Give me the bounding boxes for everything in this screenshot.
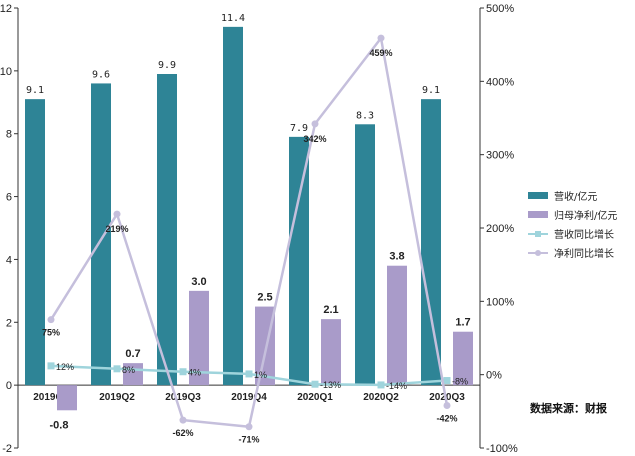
legend-label: 营收同比增长 <box>554 228 614 241</box>
revenue-bar <box>91 83 111 386</box>
net-profit-bar-label: 3.8 <box>389 251 404 263</box>
profit-growth-label: 219% <box>105 224 128 234</box>
right-axis-tick-label: -100% <box>486 443 518 455</box>
legend-swatch <box>528 211 548 218</box>
revenue-bar <box>421 99 441 386</box>
profit-growth-marker <box>179 416 187 424</box>
revenue-growth-marker <box>245 370 253 378</box>
x-axis-category-label: 2020Q2 <box>363 392 399 403</box>
x-axis-category-label: 2019Q2 <box>99 392 135 403</box>
revenue-bar <box>355 124 375 386</box>
revenue-bar-label: 8.3 <box>356 110 374 121</box>
revenue-bar <box>157 74 177 386</box>
profit-growth-label: 75% <box>42 328 60 338</box>
revenue-bar <box>25 99 45 386</box>
profit-growth-marker <box>443 401 451 409</box>
profit-growth-label: -71% <box>238 435 259 445</box>
revenue-growth-label: 4% <box>188 368 201 378</box>
revenue-bar-label: 7.9 <box>290 123 308 134</box>
revenue-bar <box>289 136 309 386</box>
revenue-growth-marker <box>311 380 319 388</box>
profit-growth-marker <box>377 34 385 42</box>
revenue-bar-label: 9.1 <box>422 85 440 96</box>
profit-growth-label: 459% <box>369 48 392 58</box>
legend-label: 净利同比增长 <box>554 247 614 260</box>
bars <box>25 26 473 411</box>
x-axis-category-label: 2019Q1 <box>33 392 69 403</box>
left-axis-tick-label: 4 <box>6 254 12 266</box>
profit-growth-label: -42% <box>436 413 457 423</box>
left-axis-tick-label: 6 <box>6 192 12 204</box>
revenue-growth-label: -8% <box>452 377 468 387</box>
net-profit-bar-label: 2.5 <box>257 292 272 304</box>
revenue-bar-label: 11.4 <box>221 13 245 24</box>
profit-growth-marker <box>245 423 253 431</box>
right-axis-tick-label: 0% <box>486 370 502 382</box>
left-axis-tick-label: 8 <box>6 129 12 141</box>
x-axis-category-label: 2019Q3 <box>165 392 201 403</box>
left-axis-tick-label: 12 <box>0 3 12 15</box>
legend-swatch <box>528 192 548 199</box>
net-profit-bar-label: 2.1 <box>323 304 338 316</box>
revenue-growth-label: 12% <box>56 362 74 372</box>
profit-growth-marker <box>311 120 319 128</box>
revenue-growth-marker <box>113 365 121 373</box>
net-profit-bar-label: -0.8 <box>50 419 69 431</box>
legend-label: 归母净利/亿元 <box>554 209 617 222</box>
left-axis-tick-label: -2 <box>2 443 12 455</box>
profit-growth-marker <box>113 210 121 218</box>
revenue-growth-marker <box>47 362 55 370</box>
net-profit-bar <box>387 265 407 386</box>
revenue-growth-label: 8% <box>122 365 135 375</box>
revenue-growth-marker <box>377 381 385 389</box>
legend-swatch-marker <box>535 250 541 256</box>
revenue-growth-marker <box>179 368 187 376</box>
x-axis-category-label: 2019Q4 <box>231 392 267 403</box>
net-profit-bar <box>453 331 473 386</box>
right-axis-tick-label: 400% <box>486 76 514 88</box>
axes: -2 0 2 4 6 8 10 12 -100% 0% 100% 200% 300% 400% 500% 20… <box>0 3 518 455</box>
revenue-growth-marker <box>443 377 451 385</box>
right-axis-tick-label: 500% <box>486 3 514 15</box>
revenue-bar <box>223 26 243 386</box>
right-axis-tick-label: 300% <box>486 150 514 162</box>
left-axis-tick-label: 0 <box>6 380 12 392</box>
profit-growth-label: -62% <box>172 428 193 438</box>
revenue-growth-label: -14% <box>386 381 407 391</box>
net-profit-bar <box>57 385 77 411</box>
profit-growth-label: 342% <box>303 134 326 144</box>
legend-label: 营收/亿元 <box>554 190 597 203</box>
x-axis-category-label: 2020Q3 <box>429 392 465 403</box>
revenue-growth-label: -13% <box>320 380 341 390</box>
profit-growth-marker <box>47 316 55 324</box>
net-profit-bar <box>321 319 341 386</box>
revenue-bar-label: 9.1 <box>26 85 44 96</box>
source-note: 数据来源：财报 <box>530 401 608 415</box>
left-axis-tick-label: 10 <box>0 66 12 78</box>
net-profit-bar-label: 3.0 <box>191 276 206 288</box>
net-profit-bar <box>189 290 209 386</box>
legend-swatch-marker <box>535 231 541 237</box>
lines <box>47 34 451 431</box>
x-axis-category-label: 2020Q1 <box>297 392 333 403</box>
revenue-bar-label: 9.9 <box>158 60 176 71</box>
net-profit-bar-label: 1.7 <box>455 317 470 329</box>
right-axis-tick-label: 200% <box>486 223 514 235</box>
data-labels: 9.1 9.6 9.9 11.4 7.9 8.3 9.1 -0.8 0.7 3.0 2.5 2.1 3.… <box>26 13 471 445</box>
left-axis-tick-label: 2 <box>6 317 12 329</box>
revenue-bar-label: 9.6 <box>92 69 110 80</box>
revenue-growth-label: 1% <box>254 370 267 380</box>
net-profit-bar-label: 0.7 <box>125 348 140 360</box>
right-axis-tick-label: 100% <box>486 296 514 308</box>
